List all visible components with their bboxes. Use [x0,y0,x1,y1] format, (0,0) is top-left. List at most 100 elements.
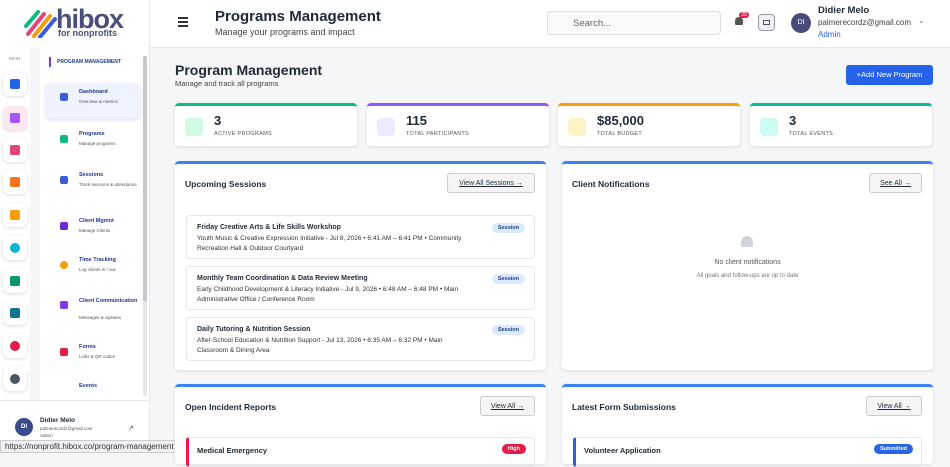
view-all-button[interactable]: View All Sessions → [447,173,535,193]
view-all-button[interactable]: View All → [866,396,922,416]
section-title: PROGRAM MANAGEMENT [57,59,121,65]
session-name: Friday Creative Arts & Life Skills Works… [197,224,341,231]
nav-item[interactable]: Programs Manage programs [45,125,141,161]
nav-item[interactable]: Events [45,377,141,413]
submissions-panel: Latest Form Submissions View All → Volun… [562,384,933,467]
page-subtitle: Manage and track all programs [175,79,279,88]
session-detail: Youth Music & Creative Expression Initia… [197,235,462,252]
search-input[interactable]: Search... [547,11,721,35]
nav-title: Programs [79,131,105,137]
avatar: DI [15,418,33,436]
icon-rail: MAIN [0,48,30,453]
user-email: palmerecordz@gmail.com [818,18,912,27]
logo-name: hibox [56,4,124,34]
stat-card: 3 TOTAL EVENTS [750,103,932,146]
logo-tagline: for nonprofits [58,28,117,38]
session-name: Daily Tutoring & Nutrition Session [197,326,311,333]
rail-icon[interactable] [3,72,27,96]
stat-card: 3 ACTIVE PROGRAMS [175,103,357,146]
stat-label: TOTAL BUDGET [597,131,643,137]
panel-title: Open Incident Reports [185,402,277,412]
nav-item[interactable]: Sessions Track sessions & attendance [45,166,141,202]
nav-item[interactable]: Client Communication Messages & updates [45,291,141,333]
stat-card: 115 TOTAL PARTICIPANTS [367,103,549,146]
nav-item[interactable]: Client Mgmnt Manage Clients [45,212,141,248]
stat-icon [185,118,203,136]
nav-subtitle: Manage programs [79,141,116,146]
menu-button[interactable] [178,17,188,27]
notifications-panel: Client Notifications See All → No client… [562,161,933,370]
nav-item[interactable]: Dashboard Overview & metrics [45,83,141,119]
session-card[interactable]: Daily Tutoring & Nutrition Session After-… [186,317,535,361]
rail-icon[interactable] [3,138,27,162]
bell-icon[interactable] [735,17,743,25]
stat-label: ACTIVE PROGRAMS [214,131,272,137]
notification-badge: 35 [739,12,750,18]
nav-title: Time Tracking [79,257,116,263]
nav-subtitle: Messages & updates [79,315,122,320]
status-url: https://nonprofit.hibox.co/program-manag… [0,440,179,453]
external-icon[interactable]: ↗ [128,425,134,432]
scrollbar[interactable] [143,56,147,396]
rail-icon[interactable] [3,203,27,227]
user-email: palmerecordz@gmail.com [40,426,93,431]
rail-icon[interactable] [3,269,27,293]
nav-item[interactable]: Forms Links & QR codes [45,338,141,374]
nav-title: Sessions [79,172,104,178]
stat-icon [760,118,778,136]
stat-value: $85,000 [597,113,644,128]
nav-title: Forms [79,344,96,350]
nav-title: Client Communication [79,298,138,304]
see-all-button[interactable]: See All → [869,173,922,193]
submission-card[interactable]: Volunteer Application Submitted [573,437,922,467]
rail-icon[interactable] [3,334,27,358]
panel-title: Client Notifications [572,179,650,189]
header-title: Programs Management [215,8,381,25]
user-role: Admin [818,30,841,39]
session-badge: Session [491,274,525,284]
user-role: Admin [40,433,53,438]
incident-card[interactable]: Medical Emergency High [186,437,535,467]
status-badge: Submitted [874,444,913,454]
session-detail: Early Childhood Development & Literacy I… [197,286,459,303]
stat-label: TOTAL EVENTS [789,131,834,137]
sessions-panel: Upcoming Sessions View All Sessions → Fr… [175,161,546,370]
top-header: Programs Management Manage your programs… [150,0,950,48]
rail-icon[interactable] [3,236,27,260]
header-subtitle: Manage your programs and impact [215,27,355,37]
submission-name: Volunteer Application [584,446,661,455]
user-name: Didier Melo [40,417,76,424]
stat-label: TOTAL PARTICIPANTS [406,131,470,137]
avatar[interactable]: DI [791,13,811,33]
session-name: Monthly Team Coordination & Data Review … [197,275,368,282]
stat-value: 3 [789,113,797,128]
nav-subtitle: Track sessions & attendance [79,182,137,187]
nav-item[interactable]: Time Tracking Log clients in / out [45,251,141,287]
user-menu-chevron[interactable]: ⌄ [918,16,925,25]
stat-value: 115 [406,113,427,128]
rail-icon[interactable] [3,106,27,130]
rail-icon[interactable] [3,301,27,325]
nav-subtitle: Log clients in / out [79,267,116,272]
rail-icon[interactable] [3,170,27,194]
view-all-button[interactable]: View All → [480,396,535,416]
add-program-button[interactable]: +Add New Program [846,65,933,85]
bell-icon [741,236,753,247]
session-detail: After-School Education & Nutrition Suppo… [197,337,443,354]
session-card[interactable]: Monthly Team Coordination & Data Review … [186,266,535,310]
monitor-button[interactable] [758,14,775,31]
stat-icon [568,118,586,136]
logo[interactable]: hibox for nonprofits [0,0,150,48]
nav-title: Client Mgmnt [79,218,114,224]
panel-title: Upcoming Sessions [185,179,267,189]
incident-name: Medical Emergency [197,446,268,455]
severity-badge: High [501,444,526,454]
logo-mark [24,10,57,38]
nav-title: Events [79,383,98,389]
nav-title: Dashboard [79,89,108,95]
nav-subtitle: Overview & metrics [79,99,118,104]
rail-icon[interactable] [3,367,27,391]
session-card[interactable]: Friday Creative Arts & Life Skills Works… [186,215,535,259]
